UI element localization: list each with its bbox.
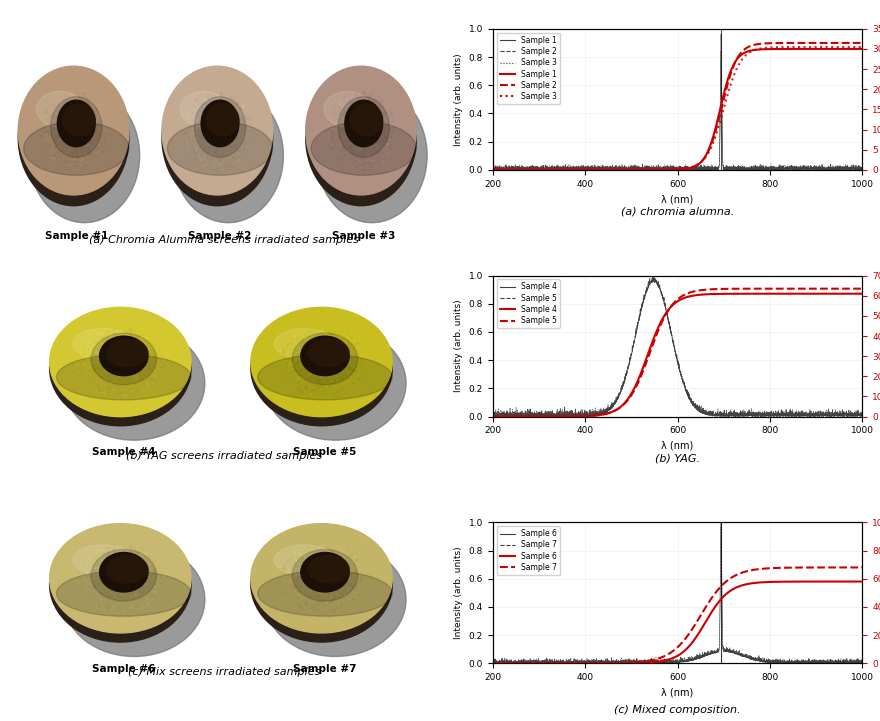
Ellipse shape xyxy=(162,66,273,195)
Ellipse shape xyxy=(167,122,273,175)
Ellipse shape xyxy=(36,92,84,127)
Y-axis label: Intensity (arb. units): Intensity (arb. units) xyxy=(454,547,463,639)
Text: Sample #3: Sample #3 xyxy=(332,231,395,241)
Ellipse shape xyxy=(91,549,157,601)
Ellipse shape xyxy=(258,571,392,616)
Legend: Sample 1, Sample 2, Sample 3, Sample 1, Sample 2, Sample 3: Sample 1, Sample 2, Sample 3, Sample 1, … xyxy=(496,32,560,105)
Ellipse shape xyxy=(305,70,416,205)
Text: Sample #4: Sample #4 xyxy=(92,448,156,457)
Ellipse shape xyxy=(18,66,128,195)
Ellipse shape xyxy=(62,104,95,136)
X-axis label: λ (nm): λ (nm) xyxy=(662,194,693,204)
Ellipse shape xyxy=(180,92,227,127)
Text: Sample #6: Sample #6 xyxy=(92,664,156,673)
X-axis label: λ (nm): λ (nm) xyxy=(662,441,693,451)
Ellipse shape xyxy=(24,122,128,175)
Ellipse shape xyxy=(106,339,148,366)
Ellipse shape xyxy=(265,327,406,441)
Ellipse shape xyxy=(265,543,406,657)
Ellipse shape xyxy=(251,523,392,633)
Ellipse shape xyxy=(258,355,392,400)
Ellipse shape xyxy=(63,327,205,441)
Ellipse shape xyxy=(194,97,246,157)
Ellipse shape xyxy=(324,92,371,127)
Text: (b) YAG screens irradiated samples: (b) YAG screens irradiated samples xyxy=(127,451,322,461)
Ellipse shape xyxy=(308,339,349,366)
Text: (b) YAG.: (b) YAG. xyxy=(655,454,700,464)
Legend: Sample 4, Sample 5, Sample 4, Sample 5: Sample 4, Sample 5, Sample 4, Sample 5 xyxy=(496,280,560,328)
Ellipse shape xyxy=(73,545,133,575)
Ellipse shape xyxy=(49,307,191,417)
Ellipse shape xyxy=(202,100,238,146)
Ellipse shape xyxy=(251,310,392,426)
Text: Sample #7: Sample #7 xyxy=(293,664,356,673)
Text: (c) Mixed composition.: (c) Mixed composition. xyxy=(614,704,741,715)
Ellipse shape xyxy=(18,70,128,205)
Ellipse shape xyxy=(57,100,95,146)
Text: Sample #5: Sample #5 xyxy=(293,448,356,457)
Ellipse shape xyxy=(162,70,273,205)
Legend: Sample 6, Sample 7, Sample 6, Sample 7: Sample 6, Sample 7, Sample 6, Sample 7 xyxy=(496,526,560,575)
Text: Sample #2: Sample #2 xyxy=(188,231,252,241)
Ellipse shape xyxy=(301,552,349,592)
Ellipse shape xyxy=(301,336,349,376)
Ellipse shape xyxy=(275,329,334,359)
Ellipse shape xyxy=(345,100,383,146)
Ellipse shape xyxy=(99,336,148,376)
Ellipse shape xyxy=(312,122,416,175)
X-axis label: λ (nm): λ (nm) xyxy=(662,688,693,698)
Ellipse shape xyxy=(305,66,416,195)
Text: Sample #1: Sample #1 xyxy=(45,231,108,241)
Text: (c) Mix screens irradiated samples: (c) Mix screens irradiated samples xyxy=(128,668,320,677)
Ellipse shape xyxy=(350,104,383,136)
Ellipse shape xyxy=(251,526,392,642)
Ellipse shape xyxy=(172,89,283,223)
Ellipse shape xyxy=(56,571,191,616)
Ellipse shape xyxy=(308,555,349,583)
Ellipse shape xyxy=(29,89,140,223)
Ellipse shape xyxy=(317,89,427,223)
Ellipse shape xyxy=(51,97,102,157)
Ellipse shape xyxy=(251,307,392,417)
Ellipse shape xyxy=(49,523,191,633)
Ellipse shape xyxy=(275,545,334,575)
Ellipse shape xyxy=(207,104,238,136)
Ellipse shape xyxy=(106,555,148,583)
Text: (a) chromia alumna.: (a) chromia alumna. xyxy=(621,207,734,217)
Ellipse shape xyxy=(63,543,205,657)
Ellipse shape xyxy=(73,329,133,359)
Ellipse shape xyxy=(338,97,389,157)
Y-axis label: Intensity (arb. units): Intensity (arb. units) xyxy=(454,53,463,146)
Ellipse shape xyxy=(49,526,191,642)
Ellipse shape xyxy=(91,333,157,385)
Y-axis label: Intensity (arb. units): Intensity (arb. units) xyxy=(454,300,463,392)
Text: (a) Chromia Alumina screens irradiated samples: (a) Chromia Alumina screens irradiated s… xyxy=(90,235,359,244)
Ellipse shape xyxy=(99,552,148,592)
Ellipse shape xyxy=(49,310,191,426)
Ellipse shape xyxy=(292,549,358,601)
Ellipse shape xyxy=(56,355,191,400)
Ellipse shape xyxy=(292,333,358,385)
